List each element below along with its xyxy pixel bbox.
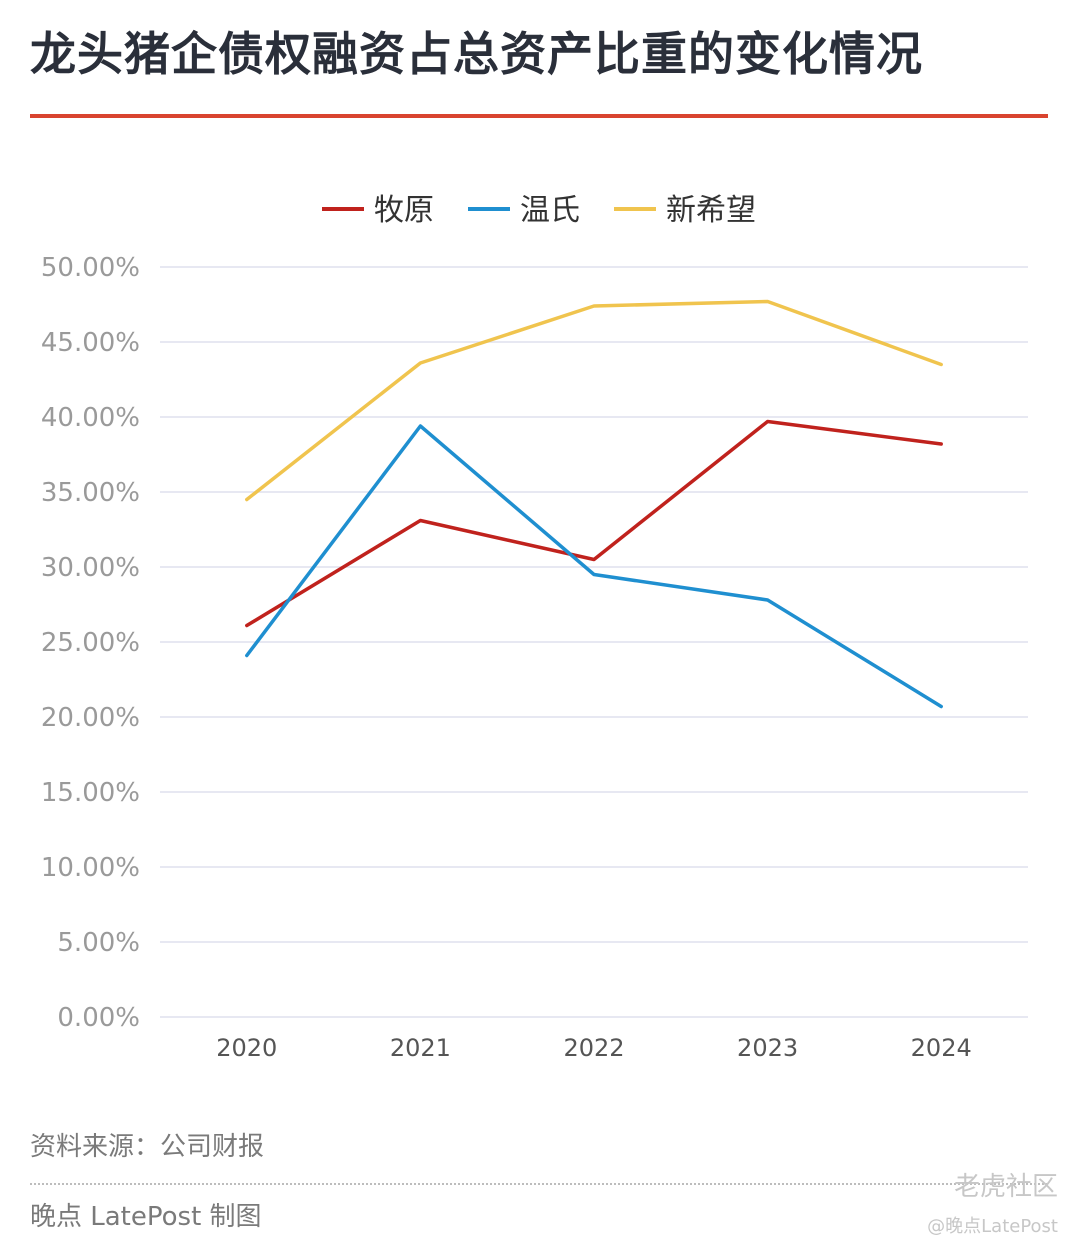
legend-label: 牧原 xyxy=(374,193,434,228)
y-tick-label: 5.00% xyxy=(57,928,140,958)
x-tick-label: 2022 xyxy=(563,1034,624,1062)
y-tick-label: 40.00% xyxy=(41,403,140,433)
y-tick-label: 15.00% xyxy=(41,778,140,808)
credit-line: 晚点 LatePost 制图 xyxy=(30,1202,262,1232)
source-note: 资料来源：公司财报 xyxy=(30,1132,265,1162)
y-tick-label: 35.00% xyxy=(41,478,140,508)
series-lines xyxy=(245,299,943,709)
x-tick-label: 2024 xyxy=(911,1034,972,1062)
legend-label: 温氏 xyxy=(520,193,580,228)
y-tick-label: 20.00% xyxy=(41,703,140,733)
watermark-site: 老虎社区 xyxy=(953,1172,1058,1202)
legend: 牧原 温氏 新希望 xyxy=(322,193,756,228)
series-line-2 xyxy=(245,299,943,502)
x-tick-label: 2021 xyxy=(390,1034,451,1062)
y-tick-label: 45.00% xyxy=(41,328,140,358)
footer-divider xyxy=(30,1183,1048,1185)
y-tick-label: 0.00% xyxy=(57,1003,140,1033)
x-axis-ticks: 2020 2021 2022 2023 2024 xyxy=(216,1034,971,1062)
y-tick-label: 30.00% xyxy=(41,553,140,583)
y-tick-label: 50.00% xyxy=(41,253,140,283)
x-tick-label: 2023 xyxy=(737,1034,798,1062)
series-line-0 xyxy=(245,419,943,628)
line-chart: 0.00% 5.00% 10.00% 15.00% 20.00% 25.00% 30.00%… xyxy=(41,193,1028,1062)
y-axis-ticks: 0.00% 5.00% 10.00% 15.00% 20.00% 25.00% 30.00%… xyxy=(41,253,140,1033)
grid-lines xyxy=(160,266,1028,1018)
y-tick-label: 10.00% xyxy=(41,853,140,883)
title-underline xyxy=(30,114,1048,118)
watermark-user: @晚点LatePost xyxy=(927,1216,1058,1237)
series-line-1 xyxy=(245,424,943,709)
page-title: 龙头猪企债权融资占总资产比重的变化情况 xyxy=(30,27,923,81)
legend-label: 新希望 xyxy=(666,193,756,228)
y-tick-label: 25.00% xyxy=(41,628,140,658)
x-tick-label: 2020 xyxy=(216,1034,277,1062)
